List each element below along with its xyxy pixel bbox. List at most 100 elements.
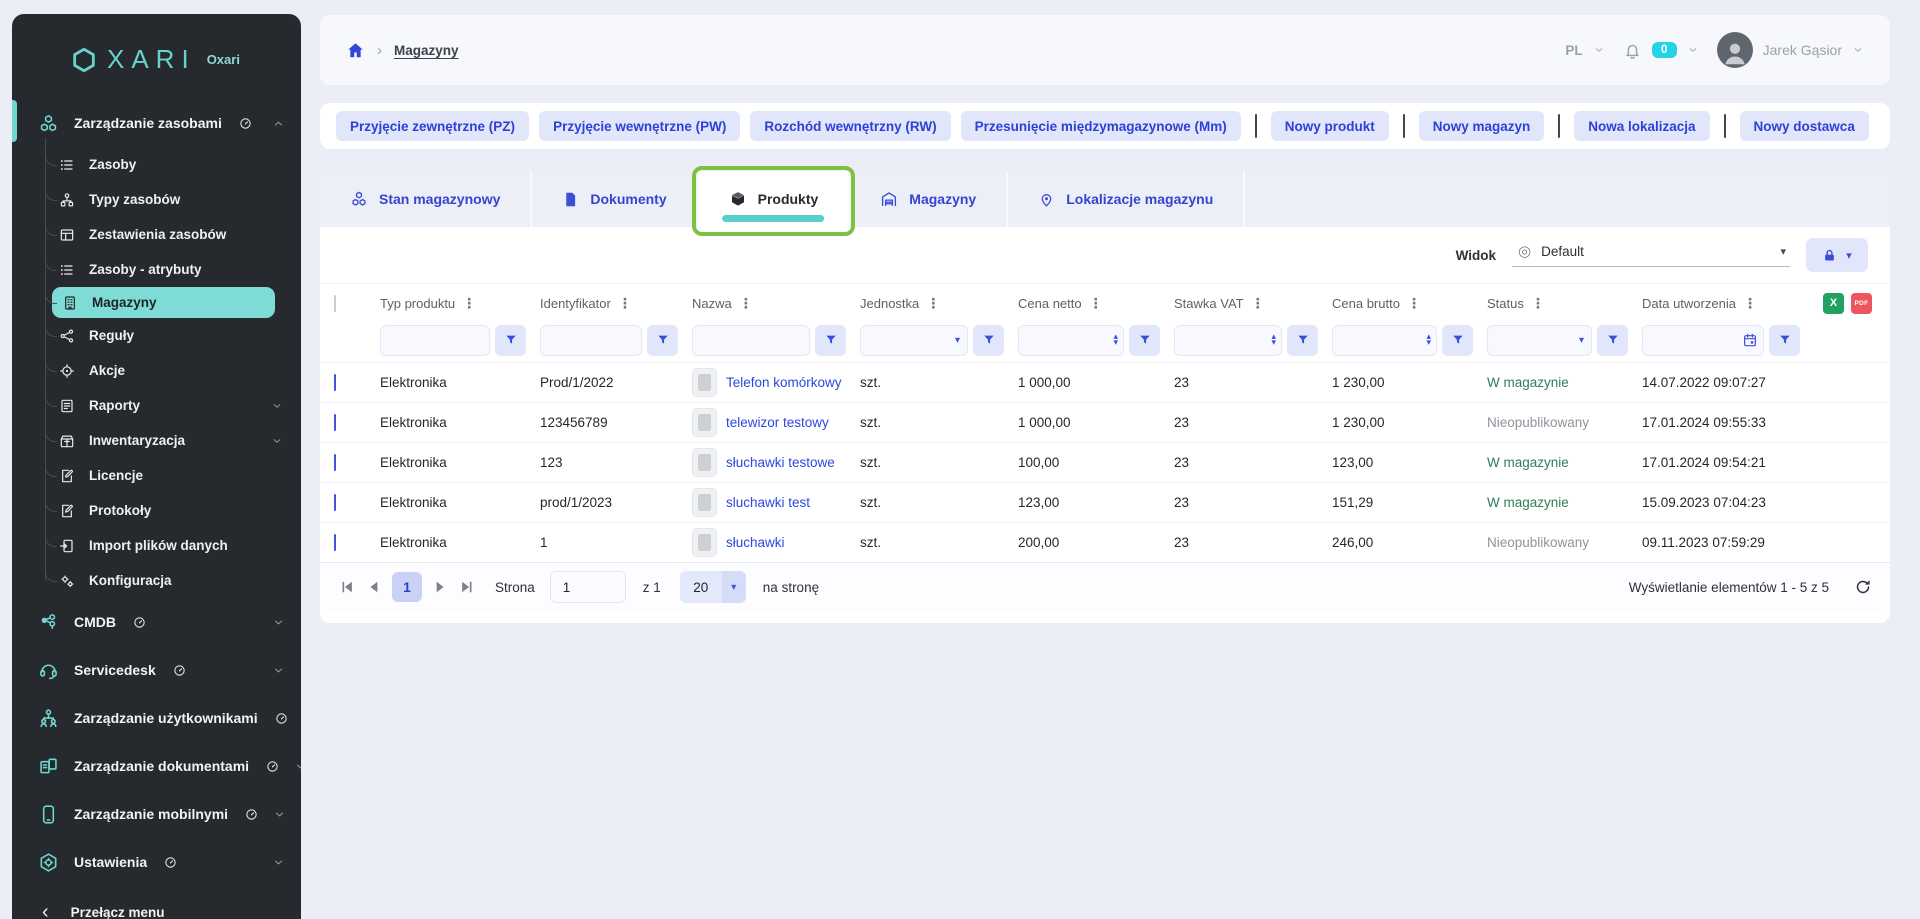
tab-lokalizacje-magazynu[interactable]: Lokalizacje magazynu: [1008, 171, 1246, 227]
current-page-button[interactable]: 1: [392, 572, 422, 602]
tab-stan-magazynowy[interactable]: Stan magazynowy: [320, 171, 533, 227]
filter-button[interactable]: [1769, 324, 1800, 356]
row-checkbox[interactable]: [334, 454, 336, 471]
language-selector[interactable]: PL: [1565, 42, 1583, 58]
row-checkbox[interactable]: [334, 494, 336, 511]
new-supplier-button[interactable]: Nowy dostawca: [1739, 111, 1869, 141]
filter-button[interactable]: [647, 324, 678, 356]
sidebar-section-settings[interactable]: Ustawienia: [12, 838, 301, 886]
chevron-down-icon[interactable]: [1687, 44, 1699, 56]
column-header-data-utworzenia[interactable]: Data utworzenia: [1642, 295, 1736, 311]
new-warehouse-button[interactable]: Nowy magazyn: [1418, 111, 1545, 141]
chevron-down-icon[interactable]: [1852, 44, 1864, 56]
tab-dokumenty[interactable]: Dokumenty: [532, 171, 699, 227]
filter-button[interactable]: [973, 324, 1004, 356]
column-menu-icon[interactable]: ⋮: [617, 294, 632, 311]
rw-button[interactable]: Rozchód wewnętrzny (RW): [750, 111, 951, 141]
filter-nazwa-input[interactable]: [692, 324, 810, 356]
table-row[interactable]: Elektronika 1 słuchawki szt. 200,00 23 2…: [320, 522, 1890, 562]
filter-button[interactable]: [495, 324, 526, 356]
sidebar-item-licencje[interactable]: Licencje: [12, 449, 301, 493]
column-header-identyfikator[interactable]: Identyfikator: [540, 295, 611, 311]
row-checkbox[interactable]: [334, 414, 336, 431]
chevron-down-icon[interactable]: ▾: [954, 334, 960, 346]
sidebar-item-typy-zasobow[interactable]: Typy zasobów: [12, 173, 301, 217]
tab-produkty[interactable]: Produkty: [691, 166, 856, 236]
previous-page-icon[interactable]: [365, 578, 383, 596]
select-all-checkbox[interactable]: [334, 294, 336, 312]
filter-identyfikator-input[interactable]: [540, 324, 642, 356]
tab-magazyny[interactable]: Magazyny: [850, 171, 1009, 227]
sidebar-item-zasoby[interactable]: Zasoby: [12, 138, 301, 182]
table-row[interactable]: Elektronika 123456789 telewizor testowy …: [320, 402, 1890, 442]
column-menu-icon[interactable]: ⋮: [1742, 294, 1757, 311]
breadcrumb-current[interactable]: Magazyny: [394, 42, 459, 58]
product-link[interactable]: Telefon komórkowy: [726, 375, 842, 390]
column-menu-icon[interactable]: ⋮: [1406, 294, 1421, 311]
column-header-stawka-vat[interactable]: Stawka VAT: [1174, 295, 1244, 311]
last-page-icon[interactable]: [458, 578, 476, 596]
sidebar-item-zasoby-atrybuty[interactable]: Zasoby - atrybuty: [12, 243, 301, 287]
filter-stawka-vat-input[interactable]: [1174, 324, 1282, 356]
row-checkbox[interactable]: [334, 374, 336, 391]
sidebar-item-inwentaryzacja[interactable]: Inwentaryzacja: [12, 414, 301, 458]
table-row[interactable]: Elektronika Prod/1/2022 Telefon komórkow…: [320, 362, 1890, 402]
column-menu-icon[interactable]: ⋮: [738, 294, 753, 311]
sidebar-item-zestawienia-zasobow[interactable]: Zestawienia zasobów: [12, 208, 301, 252]
column-header-cena-brutto[interactable]: Cena brutto: [1332, 295, 1400, 311]
avatar[interactable]: [1716, 32, 1753, 68]
view-select[interactable]: ◎ Default ▾: [1512, 244, 1790, 267]
column-header-status[interactable]: Status: [1487, 295, 1524, 311]
filter-button[interactable]: [1287, 324, 1318, 356]
sidebar-section-mobile-management[interactable]: Zarządzanie mobilnymi: [12, 790, 301, 838]
number-spinner[interactable]: ▴ ▾: [1271, 331, 1276, 347]
export-pdf-icon[interactable]: PDF: [1851, 292, 1872, 314]
table-row[interactable]: Elektronika 123 słuchawki testowe szt. 1…: [320, 442, 1890, 482]
filter-data-utworzenia-input[interactable]: [1642, 324, 1764, 356]
bell-icon[interactable]: [1623, 41, 1642, 60]
home-icon[interactable]: [346, 41, 365, 60]
product-link[interactable]: słuchawki testowe: [726, 455, 835, 470]
column-header-nazwa[interactable]: Nazwa: [692, 295, 732, 311]
sidebar-item-akcje[interactable]: Akcje: [12, 344, 301, 388]
filter-cena-netto-input[interactable]: [1018, 324, 1124, 356]
collapse-menu-button[interactable]: ‹ Przełącz menu: [12, 886, 301, 919]
next-page-icon[interactable]: [431, 578, 449, 596]
lock-view-button[interactable]: ▾: [1806, 238, 1868, 272]
new-location-button[interactable]: Nowa lokalizacja: [1574, 111, 1710, 141]
table-row[interactable]: Elektronika prod/1/2023 sluchawki test s…: [320, 482, 1890, 522]
pw-button[interactable]: Przyjęcie wewnętrzne (PW): [539, 111, 741, 141]
filter-status-select[interactable]: [1487, 324, 1592, 356]
filter-typ-produktu-input[interactable]: [380, 324, 490, 356]
sidebar-item-magazyny[interactable]: Magazyny: [45, 276, 275, 318]
product-link[interactable]: słuchawki: [726, 535, 785, 550]
column-menu-icon[interactable]: ⋮: [1530, 294, 1545, 311]
number-spinner[interactable]: ▴ ▾: [1426, 331, 1431, 347]
sidebar-item-protokoly[interactable]: Protokoły: [12, 484, 301, 528]
filter-button[interactable]: [815, 324, 846, 356]
sidebar-section-servicedesk[interactable]: Servicedesk: [12, 646, 301, 694]
product-link[interactable]: sluchawki test: [726, 495, 811, 510]
page-number-input[interactable]: [549, 571, 626, 603]
filter-button[interactable]: [1129, 324, 1160, 356]
export-excel-icon[interactable]: X: [1823, 292, 1844, 314]
refresh-icon[interactable]: [1854, 578, 1872, 596]
column-menu-icon[interactable]: ⋮: [462, 294, 477, 311]
column-menu-icon[interactable]: ⋮: [1250, 294, 1265, 311]
sidebar-item-reguly[interactable]: Reguły: [12, 309, 301, 353]
filter-button[interactable]: [1597, 324, 1628, 356]
sidebar-section-cmdb[interactable]: CMDB: [12, 598, 301, 646]
sidebar-section-document-management[interactable]: Zarządzanie dokumentami: [12, 742, 301, 790]
mm-button[interactable]: Przesunięcie międzymagazynowe (Mm): [960, 111, 1241, 141]
chevron-down-icon[interactable]: ▾: [1578, 334, 1584, 346]
new-product-button[interactable]: Nowy produkt: [1270, 111, 1389, 141]
column-header-typ-produktu[interactable]: Typ produktu: [380, 295, 456, 311]
column-menu-icon[interactable]: ⋮: [926, 294, 941, 311]
sidebar-section-user-management[interactable]: Zarządzanie użytkownikami: [12, 694, 301, 742]
sidebar-item-konfiguracja[interactable]: Konfiguracja: [12, 554, 301, 598]
filter-cena-brutto-input[interactable]: [1332, 324, 1437, 356]
row-checkbox[interactable]: [334, 534, 336, 551]
number-spinner[interactable]: ▴ ▾: [1113, 331, 1118, 347]
filter-jednostka-select[interactable]: [860, 324, 968, 356]
column-menu-icon[interactable]: ⋮: [1088, 294, 1103, 311]
